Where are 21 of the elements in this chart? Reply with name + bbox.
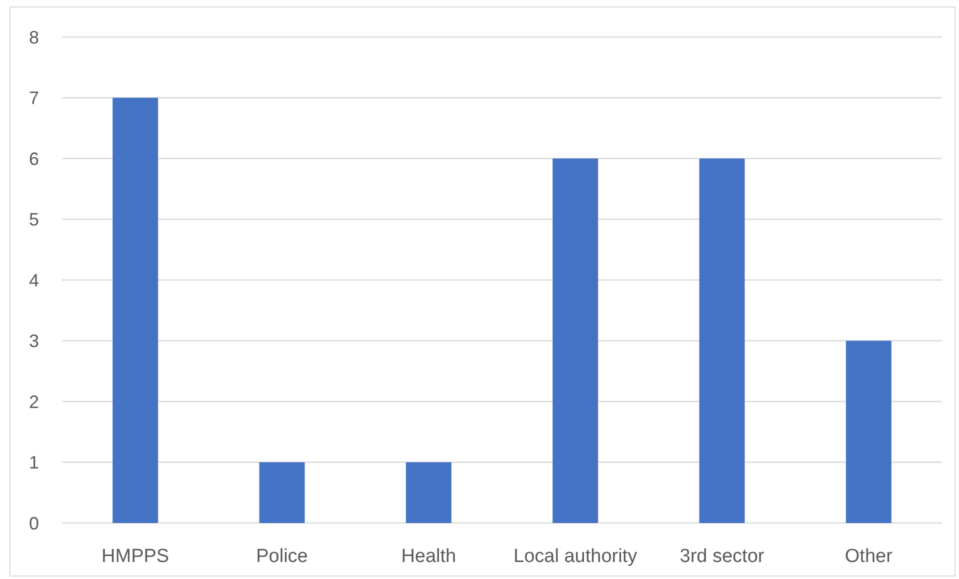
- bar: [406, 462, 452, 523]
- y-tick-label: 4: [28, 270, 39, 290]
- bar: [552, 158, 598, 523]
- y-tick-label: 6: [28, 148, 39, 169]
- y-tick-label: 8: [28, 27, 39, 48]
- y-tick-label: 3: [28, 331, 39, 352]
- x-tick-label: HMPPS: [102, 546, 170, 567]
- x-tick-label: Health: [401, 546, 456, 567]
- x-tick-label: 3rd sector: [680, 546, 765, 567]
- bar: [259, 462, 305, 523]
- y-tick-label: 2: [28, 392, 39, 412]
- y-tick-label: 7: [28, 88, 39, 108]
- y-tick-label: 0: [28, 513, 39, 534]
- y-tick-label: 1: [28, 452, 39, 473]
- y-tick-label: 5: [28, 210, 39, 230]
- bar: [846, 340, 892, 523]
- bar: [699, 158, 745, 523]
- x-tick-label: Other: [844, 546, 894, 567]
- x-tick-label: Local authority: [514, 546, 638, 567]
- bar: [112, 98, 158, 523]
- x-tick-label: Police: [256, 546, 308, 567]
